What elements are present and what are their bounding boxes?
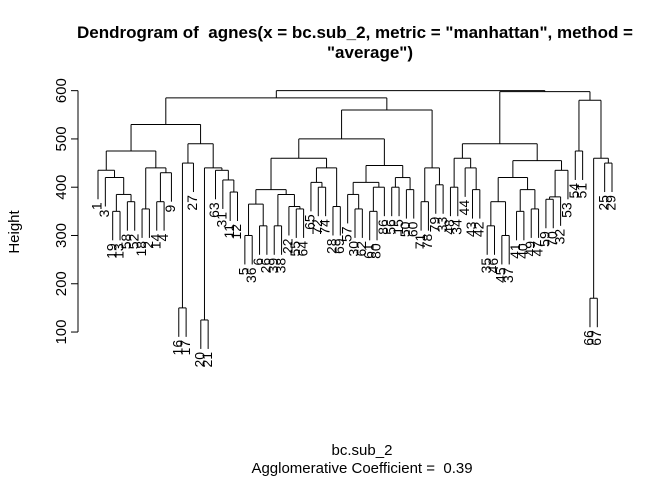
leaf-label: 5: [236, 267, 252, 275]
leaf-label: 29: [603, 195, 619, 211]
leaf-label: 16: [169, 340, 185, 356]
leaf-label: 67: [588, 330, 604, 346]
leaf-label: 51: [573, 183, 589, 199]
leaf-label: 6: [250, 258, 266, 266]
leaf-label: 35: [478, 258, 494, 274]
leaf-label: 60: [404, 221, 420, 237]
y-tick-label: 100: [53, 320, 70, 345]
leaf-label: 43: [463, 221, 479, 237]
y-tick-label: 600: [53, 78, 70, 103]
leaf-label: 64: [294, 241, 310, 257]
leaf-label: 71: [412, 233, 428, 249]
leaf-label: 28: [324, 238, 340, 254]
y-tick-label: 400: [53, 175, 70, 200]
leaf-label: 1: [89, 202, 105, 210]
leaf-label: 62: [353, 241, 369, 257]
leaf-label: 86: [375, 219, 391, 235]
leaf-label: 54: [566, 183, 582, 199]
leaf-label: 42: [471, 221, 487, 237]
leaf-label: 17: [177, 340, 193, 356]
y-tick-label: 500: [53, 126, 70, 151]
leaf-label: 74: [316, 219, 332, 235]
leaf-label: 25: [595, 195, 611, 211]
leaf-label: 40: [515, 243, 531, 259]
leaf-label: 14: [147, 233, 163, 249]
subtitle: Agglomerative Coefficient = 0.39: [251, 460, 472, 477]
leaf-label: 11: [221, 224, 237, 239]
leaf-label: 20: [192, 352, 208, 368]
leaf-label: 41: [507, 243, 523, 259]
leaf-label: 31: [214, 212, 230, 228]
leaf-label: 37: [500, 267, 516, 283]
chart-title: "average"): [327, 43, 413, 62]
leaf-label: 19: [103, 243, 119, 259]
leaf-label: 12: [228, 224, 244, 240]
leaf-label: 15: [390, 219, 406, 235]
y-tick-label: 200: [53, 271, 70, 296]
leaf-label: 58: [118, 233, 134, 249]
leaf-label: 53: [559, 202, 575, 218]
leaf-label: 39: [265, 258, 281, 274]
leaf-label: 18: [133, 241, 149, 257]
leaf-label: 59: [537, 231, 553, 247]
leaf-label: 26: [258, 258, 274, 274]
leaf-label: 44: [456, 200, 472, 216]
leaf-label: 21: [199, 352, 215, 368]
leaf-label: 22: [280, 238, 296, 254]
leaf-label: 4: [155, 233, 171, 241]
leaf-label: 55: [287, 241, 303, 257]
leaf-label: 46: [485, 258, 501, 274]
leaf-label: 33: [434, 217, 450, 233]
leaf-label: 9: [162, 204, 178, 212]
leaf-label: 72: [309, 219, 325, 235]
leaf-label: 61: [360, 243, 376, 259]
leaf-label: 34: [449, 219, 465, 235]
leaf-label: 27: [184, 195, 200, 211]
leaf-label: 50: [397, 221, 413, 237]
leaf-label: 70: [544, 231, 560, 247]
leaf-label: 30: [346, 241, 362, 257]
leaf-label: 49: [522, 241, 538, 257]
leaf-label: 3: [96, 209, 112, 217]
leaf-label: 65: [302, 214, 318, 230]
leaf-label: 80: [368, 243, 384, 259]
x-axis-label: bc.sub_2: [332, 442, 393, 459]
y-axis-label: Height: [6, 209, 23, 253]
chart-title: Dendrogram of agnes(x = bc.sub_2, metric…: [77, 23, 633, 42]
leaf-label: 48: [441, 219, 457, 235]
leaf-label: 45: [493, 267, 509, 283]
leaf-label: 69: [331, 238, 347, 254]
leaf-label: 47: [529, 241, 545, 257]
y-tick-label: 300: [53, 223, 70, 248]
leaf-label: 57: [338, 226, 354, 242]
leaf-label: 52: [125, 233, 141, 249]
leaf-label: 2: [140, 241, 156, 249]
leaf-label: 13: [111, 243, 127, 259]
leaf-label: 56: [382, 219, 398, 235]
leaf-label: 32: [551, 229, 567, 245]
leaf-label: 36: [243, 267, 259, 283]
leaf-label: 63: [206, 202, 222, 218]
leaf-label: 66: [581, 330, 597, 346]
leaf-label: 79: [426, 217, 442, 233]
leaf-label: 38: [272, 258, 288, 274]
leaf-label: 78: [419, 233, 435, 249]
